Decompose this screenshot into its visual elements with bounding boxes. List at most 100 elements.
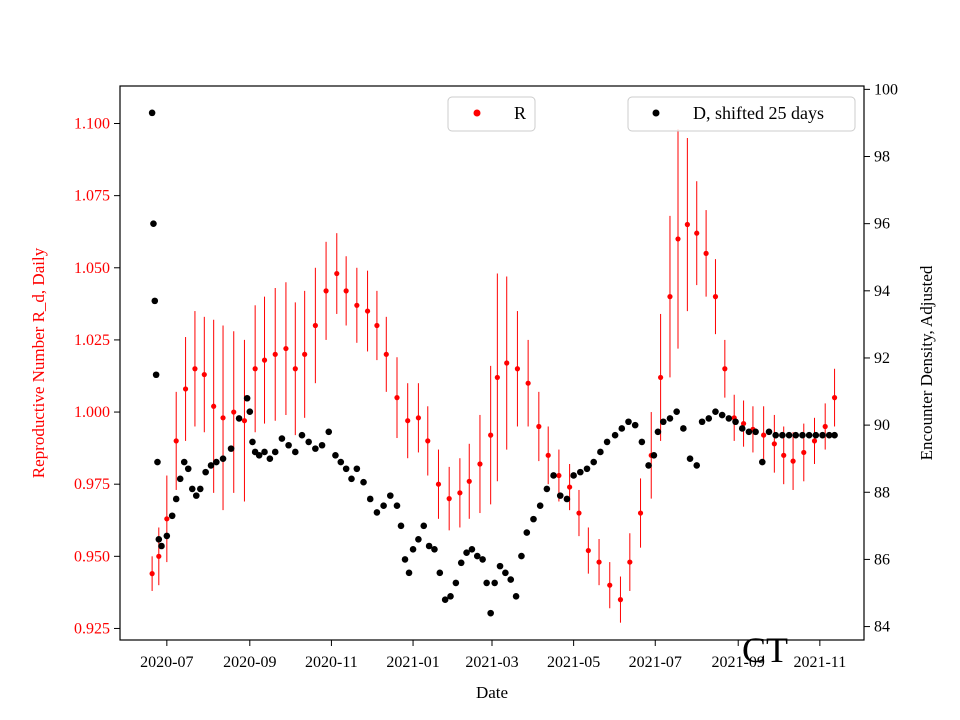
d-point — [184, 465, 192, 473]
r-point — [156, 553, 162, 559]
d-point — [266, 455, 274, 462]
r-point — [567, 484, 573, 490]
d-point — [387, 492, 394, 499]
d-point — [325, 428, 333, 436]
r-point — [801, 449, 807, 456]
d-point — [673, 408, 680, 415]
r-point — [292, 366, 298, 372]
d-point — [645, 462, 652, 469]
d-point — [825, 431, 833, 439]
d-point — [393, 502, 401, 509]
r-point — [261, 357, 268, 363]
d-point — [405, 569, 413, 577]
r-point — [302, 351, 308, 357]
x-tick-label: 2020-09 — [223, 654, 276, 671]
d-point — [176, 475, 184, 483]
d-point — [172, 495, 180, 503]
r-point — [252, 366, 258, 372]
r-point — [703, 250, 709, 256]
d-point — [235, 415, 243, 422]
d-point — [420, 522, 428, 530]
d-point — [705, 415, 713, 422]
d-point — [441, 596, 449, 604]
d-point — [243, 394, 251, 402]
d-point — [680, 425, 687, 432]
d-point — [409, 546, 417, 553]
r-point — [405, 418, 411, 424]
r-point — [457, 490, 463, 496]
r-point — [694, 230, 700, 236]
r-point — [761, 432, 767, 438]
r-point — [466, 478, 472, 484]
x-tick-label: 2021-05 — [547, 654, 600, 671]
d-point — [618, 425, 626, 432]
d-point — [249, 438, 256, 446]
d-point — [518, 552, 525, 560]
legend-r: R — [447, 96, 536, 132]
r-point — [712, 294, 719, 300]
y-axis-left-label: Reproductive Number R_d, Daily — [29, 247, 48, 478]
r-point — [596, 559, 602, 565]
r-point — [675, 236, 681, 242]
d-point — [543, 485, 551, 493]
y-left-tick-label: 1.100 — [74, 116, 110, 133]
d-point — [436, 569, 444, 577]
y-axis-left: 0.925 0.950 0.975 1.000 1.025 1.050 1.075 1.100 — [74, 116, 120, 637]
x-tick-label: 2021-07 — [629, 654, 682, 671]
d-point — [831, 431, 838, 439]
legend-d-box — [627, 96, 856, 132]
d-point — [291, 448, 299, 456]
d-point — [536, 502, 544, 509]
plot-frame — [119, 85, 865, 641]
d-point — [261, 448, 268, 456]
d-point — [785, 431, 793, 439]
d-point — [772, 431, 779, 439]
d-point — [638, 438, 646, 446]
y-left-tick-label: 0.975 — [74, 476, 110, 493]
d-point — [563, 495, 571, 503]
d-point — [278, 435, 286, 442]
d-point — [693, 462, 701, 469]
d-point — [666, 415, 674, 422]
y-left-tick-label: 1.000 — [74, 404, 110, 421]
d-point — [155, 535, 163, 543]
d-point — [305, 438, 312, 446]
r-point — [545, 452, 551, 458]
d-point — [583, 465, 591, 473]
d-point — [686, 455, 694, 462]
y-left-tick-label: 1.025 — [74, 332, 110, 349]
d-point — [659, 418, 667, 426]
d-point — [759, 458, 766, 466]
d-point — [457, 559, 465, 567]
d-point — [158, 542, 165, 550]
d-point — [207, 462, 215, 469]
d-point — [732, 418, 739, 426]
d-point — [698, 418, 706, 426]
d-point — [366, 495, 374, 503]
r-point — [684, 221, 690, 228]
d-point — [312, 445, 319, 452]
legend-r-box — [447, 96, 536, 132]
x-tick-label: 2021-03 — [465, 654, 518, 671]
legend-r-marker — [473, 109, 481, 117]
d-point — [342, 465, 350, 473]
r-point — [811, 438, 818, 444]
r-point — [149, 571, 155, 577]
d-point — [431, 546, 438, 553]
d-point — [473, 552, 481, 560]
r-point — [822, 423, 828, 430]
d-point — [491, 579, 498, 587]
d-point — [447, 593, 454, 600]
y-left-tick-label: 0.925 — [74, 620, 110, 637]
r-point — [488, 432, 494, 438]
legend-d: D, shifted 25 days — [627, 96, 856, 132]
r-point — [831, 395, 838, 401]
d-point — [151, 297, 159, 305]
d-point — [227, 445, 235, 452]
r-point — [781, 452, 787, 458]
y-right-tick-label: 100 — [874, 81, 898, 98]
r-point — [740, 420, 747, 427]
d-point — [168, 512, 176, 520]
d-point — [188, 485, 196, 493]
r-point — [364, 308, 371, 314]
